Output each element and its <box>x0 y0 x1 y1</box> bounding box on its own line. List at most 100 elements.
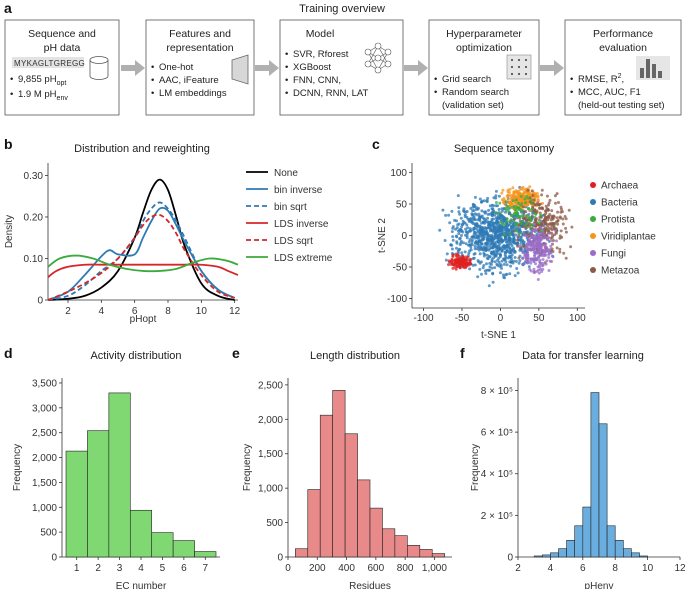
scatter-point <box>521 192 525 196</box>
scatter-point <box>484 272 488 275</box>
scatter-point <box>458 261 462 265</box>
scatter-point <box>492 226 496 230</box>
scatter-point <box>536 278 540 281</box>
scatter-point <box>508 232 512 236</box>
y-axis-label: Frequency <box>470 444 481 491</box>
scatter-point <box>499 229 503 233</box>
box4-title-line2: optimization <box>456 42 512 54</box>
scatter-point <box>518 215 521 219</box>
scatter-point <box>500 213 503 217</box>
scatter-point <box>557 201 560 204</box>
legend-label: Metazoa <box>601 266 640 277</box>
legend-marker <box>590 216 596 222</box>
panel-letter-c: c <box>372 136 380 152</box>
scatter-point <box>540 206 544 210</box>
box3-item-4: DCNN, RNN, LAT <box>293 88 368 99</box>
scatter-point <box>517 261 521 265</box>
scatter-point <box>547 208 550 212</box>
scatter-point <box>522 210 526 214</box>
scatter-point <box>505 263 509 267</box>
series-line-lds-inverse <box>47 263 239 278</box>
box-model: Model • SVR, Rforest • XGBoost • FNN, CN… <box>279 19 404 116</box>
scatter-point <box>528 185 532 189</box>
scatter-point <box>525 226 528 230</box>
scatter-point <box>483 252 487 256</box>
histogram-bar <box>319 414 333 558</box>
scatter-point <box>496 258 500 262</box>
flow-arrows <box>121 60 564 76</box>
scatter-point <box>537 242 541 246</box>
svg-text:•: • <box>10 89 13 100</box>
chart-activity-distribution: 1 2 3 4 5 6 7 0 500 1,000 1,500 2,000 2,500 3,000 3,50… <box>12 378 220 589</box>
scatter-point <box>485 262 488 266</box>
scatter-point <box>457 254 461 258</box>
scatter-point <box>445 252 449 256</box>
scatter-point <box>545 259 549 263</box>
scatter-point <box>537 221 541 225</box>
x-tick-label: 4 <box>548 563 554 574</box>
scatter-point <box>458 257 462 261</box>
scatter-point <box>510 248 514 252</box>
scatter-point <box>523 253 527 257</box>
grid-search-icon <box>506 54 532 80</box>
scatter-point <box>460 259 464 263</box>
scatter-point <box>473 244 477 248</box>
histogram-bar <box>566 540 575 558</box>
scatter-point <box>543 222 547 226</box>
svg-text:9,855 pHopt: 9,855 pHopt <box>18 74 66 87</box>
encoder-icon <box>231 54 249 85</box>
scatter-point <box>461 262 465 266</box>
scatter-point <box>542 233 546 237</box>
scatter-point <box>502 201 506 205</box>
scatter-point <box>504 237 508 241</box>
scatter-point <box>547 256 551 259</box>
y-tick-label: 6 × 10⁵ <box>481 428 513 439</box>
box4-item-1: Grid search <box>442 74 491 85</box>
y-tick-label: 100 <box>390 168 407 179</box>
y-tick-label: 0.10 <box>24 254 44 265</box>
scatter-point <box>532 233 536 237</box>
panel-letter-e: e <box>232 345 240 361</box>
scatter-point <box>518 228 522 232</box>
scatter-point <box>513 211 517 215</box>
scatter-point <box>555 192 559 196</box>
scatter-point <box>449 243 453 247</box>
scatter-point <box>452 263 456 267</box>
histogram-bar <box>533 555 543 558</box>
scatter-point <box>492 204 495 208</box>
scatter-point <box>564 217 568 221</box>
scatter-point <box>508 238 512 242</box>
histogram-bar <box>419 549 433 558</box>
scatter-point <box>510 244 514 247</box>
panel-a: a Training overview Sequence and pH data… <box>4 0 682 116</box>
scatter-point <box>535 209 539 213</box>
scatter-point <box>481 246 485 250</box>
scatter-point <box>500 259 504 263</box>
histogram-bar <box>541 554 551 558</box>
scatter-point <box>539 229 543 233</box>
x-tick-label: 7 <box>203 563 209 574</box>
scatter-point <box>516 191 520 195</box>
histogram-bar <box>550 552 559 558</box>
scatter-point <box>544 204 548 208</box>
scatter-point <box>512 190 516 194</box>
chart-length-distribution: 0 200 400 600 800 1,000 0 500 1,000 1,500 2,000 2,5… <box>242 378 452 589</box>
scatter-point <box>504 251 508 254</box>
histogram-bar <box>108 392 131 558</box>
scatter-point <box>502 244 506 247</box>
scatter-point <box>483 235 486 238</box>
scatter-point <box>491 272 495 276</box>
y-tick-label: 0 <box>507 553 513 564</box>
scatter-point <box>519 236 523 240</box>
scatter-point <box>549 247 552 251</box>
x-tick-label: 12 <box>674 563 685 574</box>
scatter-point <box>520 219 524 223</box>
scatter-point <box>471 257 475 260</box>
scatter-point <box>524 245 528 249</box>
legend-label: LDS inverse <box>274 219 329 230</box>
scatter-point <box>456 223 460 227</box>
scatter-point <box>558 236 562 240</box>
scatter-point <box>447 213 451 217</box>
box4-title-line1: Hyperparameter <box>446 28 522 40</box>
database-icon <box>89 56 109 80</box>
